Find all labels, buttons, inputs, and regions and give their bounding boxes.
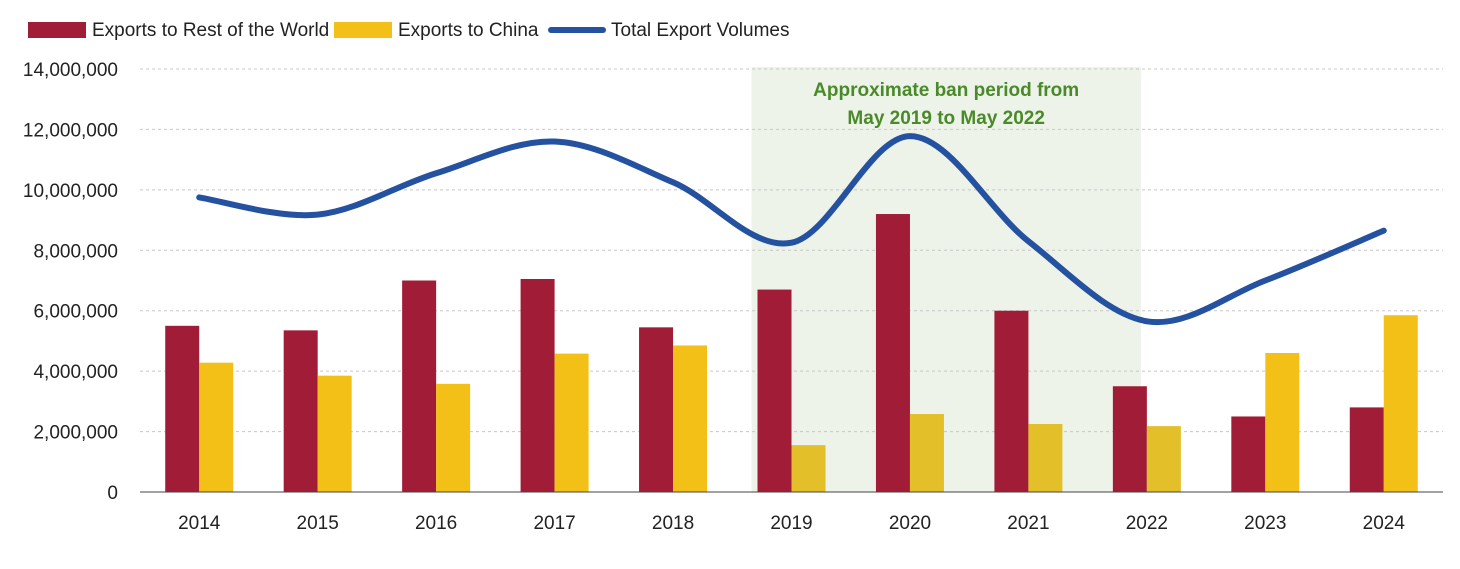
- bar-rest-of-world: [165, 325, 200, 492]
- bar-china: [909, 414, 944, 492]
- legend: Exports to Rest of the World Exports to …: [28, 20, 789, 41]
- axes: 0 2,000,000 4,000,000 6,000,000 8,000,000 10,…: [23, 60, 1443, 534]
- bar-rest-of-world: [994, 310, 1029, 492]
- ban-period-shade: [751, 67, 1141, 492]
- y-tick-label: 0: [107, 483, 118, 504]
- x-tick-label: 2015: [297, 513, 339, 534]
- y-tick-label: 2,000,000: [33, 423, 118, 444]
- bar-china: [791, 445, 826, 492]
- y-tick-label: 14,000,000: [23, 60, 118, 81]
- bar-china: [1265, 353, 1300, 492]
- x-tick-label: 2019: [770, 513, 812, 534]
- bar-rest-of-world: [1349, 407, 1384, 492]
- x-tick-label: 2018: [652, 513, 694, 534]
- x-tick-label: 2017: [533, 513, 575, 534]
- bar-rest-of-world: [1112, 386, 1147, 492]
- x-tick-label: 2016: [415, 513, 457, 534]
- bar-china: [1383, 315, 1418, 492]
- bar-china: [1146, 426, 1181, 492]
- x-tick-label: 2023: [1244, 513, 1286, 534]
- x-tick-label: 2020: [889, 513, 931, 534]
- bar-rest-of-world: [757, 289, 792, 492]
- legend-label-total: Total Export Volumes: [611, 20, 789, 41]
- legend-swatch-china: [334, 22, 392, 38]
- bar-rest-of-world: [283, 330, 318, 492]
- bar-rest-of-world: [402, 280, 437, 492]
- annotation-line-1: Approximate ban period from: [813, 80, 1079, 101]
- annotation-line-2: May 2019 to May 2022: [847, 108, 1045, 129]
- bar-china: [317, 375, 352, 492]
- total-export-line: [196, 133, 1387, 326]
- x-tick-label: 2021: [1007, 513, 1049, 534]
- y-tick-label: 4,000,000: [33, 362, 118, 383]
- x-tick-label: 2024: [1363, 513, 1406, 534]
- bar-rest-of-world: [1231, 416, 1266, 492]
- x-tick-label: 2022: [1126, 513, 1168, 534]
- ban-period-shading: [751, 67, 1141, 492]
- bar-china: [1028, 424, 1063, 492]
- legend-swatch-rest-of-world: [28, 22, 86, 38]
- y-tick-label: 10,000,000: [23, 181, 118, 202]
- bar-china: [199, 362, 234, 492]
- legend-label-china: Exports to China: [398, 20, 539, 41]
- bars: [165, 214, 1418, 492]
- bar-rest-of-world: [639, 327, 674, 492]
- x-tick-label: 2014: [178, 513, 221, 534]
- y-tick-label: 12,000,000: [23, 120, 118, 141]
- bar-rest-of-world: [875, 214, 910, 492]
- bar-china: [436, 383, 471, 492]
- annotation: Approximate ban period from May 2019 to …: [813, 80, 1079, 129]
- y-tick-label: 6,000,000: [33, 302, 118, 323]
- legend-label-rest-of-world: Exports to Rest of the World: [92, 20, 329, 41]
- y-tick-label: 8,000,000: [33, 241, 118, 262]
- bar-china: [673, 345, 708, 492]
- gridlines: [140, 68, 1443, 433]
- total-line: [196, 133, 1387, 326]
- bar-china: [554, 353, 589, 492]
- bar-rest-of-world: [520, 278, 555, 492]
